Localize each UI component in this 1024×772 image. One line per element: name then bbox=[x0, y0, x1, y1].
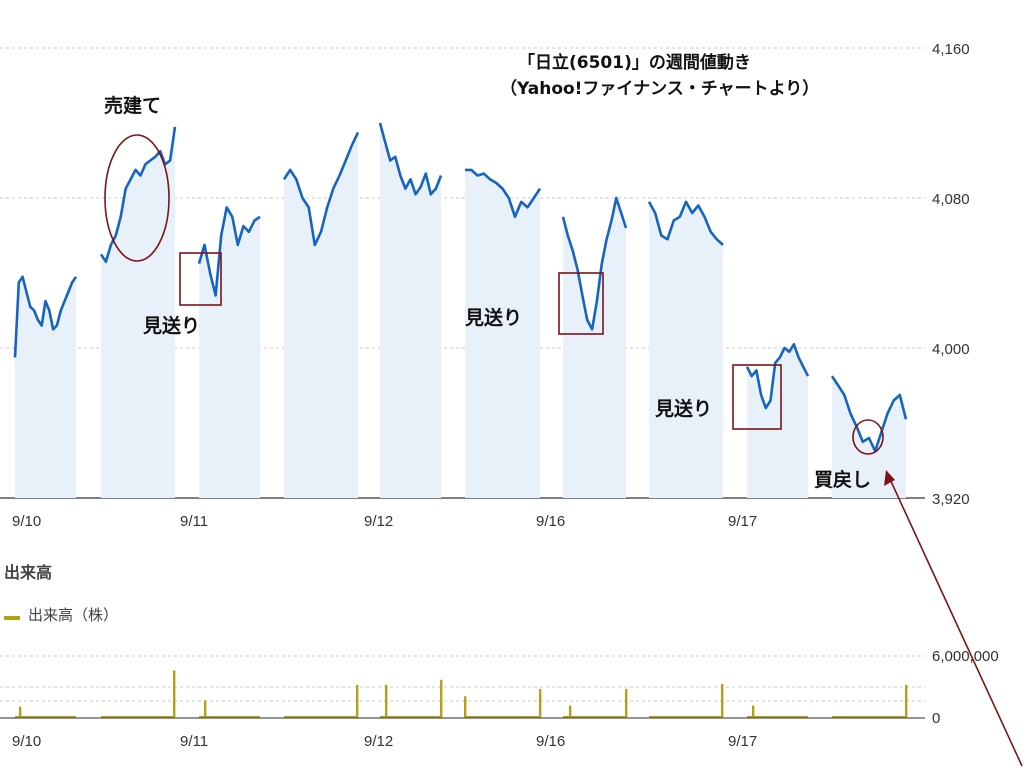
annotation-buyback: 買戻し bbox=[814, 468, 871, 491]
price-line-segment bbox=[465, 168, 542, 219]
volume-spike bbox=[752, 705, 755, 718]
session-area-fill bbox=[380, 123, 441, 498]
volume-baseline-bar bbox=[465, 715, 540, 718]
session-area-fill bbox=[15, 276, 76, 498]
session-area-fill bbox=[563, 198, 626, 498]
volume-spike bbox=[19, 706, 22, 718]
skip-marker-box bbox=[732, 364, 782, 430]
price-series bbox=[13, 122, 908, 453]
volume-baseline-bar bbox=[199, 715, 260, 718]
volume-spike bbox=[173, 670, 176, 718]
skip-marker-box bbox=[558, 272, 604, 335]
volume-spike bbox=[204, 700, 207, 718]
session-area-fill bbox=[101, 126, 175, 499]
volume-spike bbox=[625, 689, 628, 718]
x-tick-label: 9/10 bbox=[12, 733, 41, 750]
volume-baseline-bar bbox=[380, 715, 441, 718]
annotation-sell: 売建て bbox=[104, 94, 161, 117]
volume-baseline-bar bbox=[284, 715, 358, 718]
price-line-segment bbox=[830, 375, 908, 453]
volume-series bbox=[0, 655, 925, 719]
x-tick-label: 9/17 bbox=[728, 513, 757, 530]
volume-baseline-bar bbox=[101, 715, 175, 718]
chart-subtitle: （Yahoo!ファイナンス・チャートより） bbox=[500, 78, 819, 99]
x-tick-label: 9/12 bbox=[364, 513, 393, 530]
volume-baseline-bar bbox=[15, 715, 76, 718]
volume-spike bbox=[539, 689, 542, 718]
volume-spike bbox=[905, 684, 908, 718]
x-tick-label: 9/16 bbox=[536, 733, 565, 750]
y-tick-label: 4,000 bbox=[932, 341, 970, 358]
volume-spike bbox=[464, 696, 467, 718]
volume-legend-label: 出来高（株） bbox=[28, 606, 118, 624]
sell-marker-ellipse bbox=[104, 134, 170, 262]
session-area-fill bbox=[649, 201, 723, 499]
buyback-arrow-line bbox=[888, 476, 1023, 767]
x-tick-label: 9/12 bbox=[364, 733, 393, 750]
session-area-fill bbox=[747, 344, 808, 498]
volume-baseline-bar bbox=[563, 715, 626, 718]
volume-section-label: 出来高 bbox=[4, 563, 52, 582]
y-tick-label: 3,920 bbox=[932, 491, 970, 508]
x-tick-label: 9/10 bbox=[12, 513, 41, 530]
volume-baseline-bar bbox=[832, 715, 906, 718]
x-tick-label: 9/11 bbox=[180, 513, 208, 530]
volume-spike bbox=[440, 679, 443, 718]
chart-title: 「日立(6501)」の週間値動き bbox=[518, 52, 751, 73]
session-area-fill bbox=[284, 132, 358, 498]
volume-legend-swatch bbox=[4, 616, 20, 620]
buyback-marker-circle bbox=[852, 419, 884, 455]
volume-y-tick-label: 6,000,000 bbox=[932, 648, 999, 665]
y-tick-label: 4,160 bbox=[932, 41, 970, 58]
annotation-skip: 見送り bbox=[143, 314, 200, 337]
x-tick-label: 9/11 bbox=[180, 733, 208, 750]
price-line-segment bbox=[197, 206, 261, 297]
session-fills bbox=[15, 123, 906, 499]
session-area-fill bbox=[832, 376, 906, 498]
price-line-segment bbox=[647, 200, 724, 246]
price-line-segment bbox=[745, 343, 810, 410]
annotation-skip: 見送り bbox=[465, 306, 522, 329]
x-tick-label: 9/16 bbox=[536, 513, 565, 530]
buyback-arrow-head bbox=[884, 470, 895, 486]
x-tick-label: 9/17 bbox=[728, 733, 757, 750]
skip-marker-box bbox=[179, 252, 222, 306]
volume-baseline-bar bbox=[649, 715, 723, 718]
price-line-segment bbox=[561, 196, 628, 331]
volume-spike bbox=[385, 684, 388, 718]
annotation-layer bbox=[104, 134, 1023, 767]
volume-spike bbox=[569, 705, 572, 718]
annotation-skip: 見送り bbox=[655, 397, 712, 420]
volume-spike bbox=[721, 683, 724, 718]
session-area-fill bbox=[199, 207, 260, 498]
session-area-fill bbox=[465, 169, 540, 498]
price-line-segment bbox=[378, 122, 443, 196]
price-line-segment bbox=[282, 131, 360, 247]
volume-spike bbox=[356, 684, 359, 718]
volume-baseline-bar bbox=[747, 715, 808, 718]
y-tick-label: 4,080 bbox=[932, 191, 970, 208]
price-line-segment bbox=[13, 275, 78, 358]
volume-y-tick-label: 0 bbox=[932, 710, 940, 727]
